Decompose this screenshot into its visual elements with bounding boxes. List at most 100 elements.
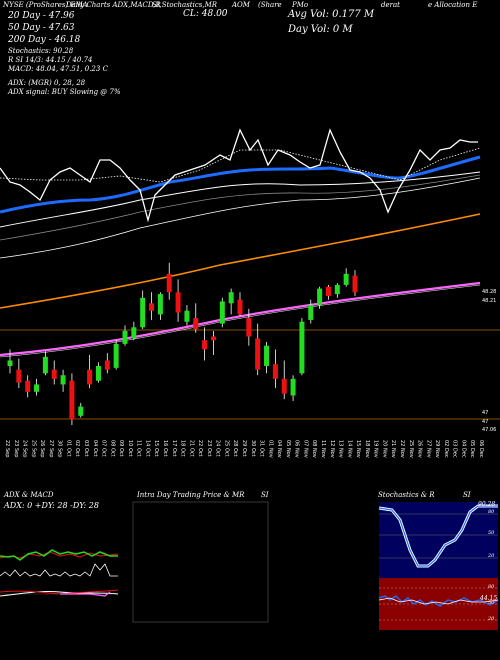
candle-body (272, 364, 278, 379)
date-axis-label: 22 Nov (399, 440, 405, 458)
avg-volume: Avg Vol: 0.177 M (288, 9, 375, 20)
stoch-panel-title: Stochastics & R (378, 491, 435, 499)
candle-body (264, 345, 270, 366)
candle-body (210, 336, 216, 341)
candle-body (113, 343, 119, 368)
candle-body (246, 318, 252, 337)
intraday-panel-title: Intra Day Trading Price & MR (137, 491, 245, 499)
candle-body (104, 360, 110, 370)
candle-body (334, 284, 340, 295)
legend-tail2: PMo (292, 1, 309, 9)
date-axis-label: 11 Nov (320, 440, 326, 458)
date-axis-label: 04 Oct (92, 440, 98, 457)
date-axis-label: 09 Oct (118, 440, 124, 457)
date-axis-label: 13 Nov (338, 440, 344, 458)
date-axis-label: 17 Oct (171, 440, 177, 457)
candle-body (157, 294, 163, 315)
date-axis-label: 28 Oct (232, 440, 238, 457)
candle-body (237, 299, 243, 315)
date-axis-label: 03 Oct (83, 440, 89, 457)
candle-body (78, 406, 84, 416)
stoch-last-value: 90.28 (478, 501, 496, 508)
date-axis-label: 02 Oct (74, 440, 80, 457)
rsi-last-value: 44.15 (480, 595, 498, 602)
candle-body (202, 340, 208, 350)
date-axis-label: 27 Sep (48, 440, 54, 457)
candle-body (228, 292, 234, 304)
candle-body (95, 366, 101, 381)
date-axis-label: 08 Nov (311, 440, 317, 458)
date-axis-label: 23 Oct (206, 440, 212, 457)
adx-red-line (0, 551, 119, 559)
candle-body (290, 378, 296, 396)
stochastics-label: Stochastics: 90.28 (8, 47, 74, 55)
price-axis-label: 48.28 (482, 289, 496, 295)
stoch-panel (378, 502, 498, 578)
date-axis-label: 30 Oct (250, 440, 256, 457)
date-axis-label: 08 Oct (109, 440, 115, 457)
legend-symbol: AOM (232, 1, 250, 9)
adx-white-line (0, 563, 118, 577)
stoch-k-line (378, 504, 498, 568)
candle-body (219, 301, 225, 324)
date-axis-label: 14 Nov (346, 440, 352, 458)
date-axis-label: 14 Oct (144, 440, 150, 457)
candle-body (166, 273, 172, 293)
candle-body (60, 375, 66, 385)
day-volume: Day Vol: 0 M (288, 24, 353, 35)
date-axis-label: 05 Nov (285, 440, 291, 458)
macd-panel (0, 589, 119, 597)
date-axis-label: 23 Sep (13, 440, 19, 457)
date-axis-label: 21 Oct (188, 440, 194, 457)
date-axis-label: 18 Oct (180, 440, 186, 457)
date-axis-label: 15 Nov (355, 440, 361, 458)
candle-body (42, 356, 48, 374)
legend-ema: NYSE (ProShares) EMA (3, 1, 88, 9)
adx-green-line (0, 549, 118, 561)
candle-body (51, 369, 57, 379)
date-axis-label: 10 Oct (127, 440, 133, 457)
date-axis-label: 22 Oct (197, 440, 203, 457)
candle-body (281, 378, 287, 394)
stoch-panel-si: SI (463, 491, 471, 499)
macd-histogram (60, 591, 111, 597)
legend-tail4: e Allocation E (428, 1, 478, 9)
candle-body (184, 310, 190, 322)
candle-body (140, 297, 146, 328)
candle-body (308, 305, 314, 320)
date-axis-label: 24 Oct (215, 440, 221, 457)
adx-panel-title: ADX & MACD (4, 491, 54, 499)
date-axis-label: 05 Dec (469, 440, 475, 458)
price-line-dotted (0, 147, 481, 183)
date-axis-label: 31 Oct (259, 440, 265, 457)
date-axis-label: 01 Oct (65, 440, 71, 457)
date-axis-label: 22 Sep (4, 440, 10, 457)
candle-body (325, 286, 331, 296)
date-axis-label: 07 Oct (101, 440, 107, 457)
rsi-tick-50: 50 (488, 600, 495, 606)
rsi-label: R SI 14/3: 44.15 / 40.74 (8, 56, 93, 64)
adx-signal-label: ADX signal: BUY Slowing @ 7% (8, 88, 121, 96)
adx-label: ADX: (MGR) 0, 28, 28 (8, 79, 86, 87)
macd-label: MACD: 48.04, 47.51, 0.23 C (8, 65, 108, 73)
date-axis-label: 25 Oct (223, 440, 229, 457)
candle-body (255, 338, 261, 370)
macd-signal (0, 589, 119, 595)
candle-body (87, 369, 93, 385)
date-axis-label: 04 Nov (276, 440, 282, 458)
rsi-tick-80: 80 (488, 584, 495, 590)
adx-panel (0, 510, 119, 578)
ema50-band-lower (0, 177, 481, 259)
ema200-line (0, 213, 481, 309)
candlestick-series (7, 262, 358, 425)
price-line (0, 128, 478, 223)
candle-body (193, 318, 199, 330)
date-axis-label: 12 Nov (329, 440, 335, 458)
price-axis-label: 47 (482, 419, 488, 425)
price-axis-label: 47.06 (482, 427, 496, 433)
adx-panel-values: ADX: 0 +DY: 28 -DY: 28 (4, 501, 99, 510)
legend-close: CL: 48.00 (183, 9, 228, 19)
date-axis-label: 25 Sep (30, 440, 36, 457)
date-axis-label: 02 Dec (443, 440, 449, 458)
stoch-tick-80: 80 (488, 509, 495, 515)
